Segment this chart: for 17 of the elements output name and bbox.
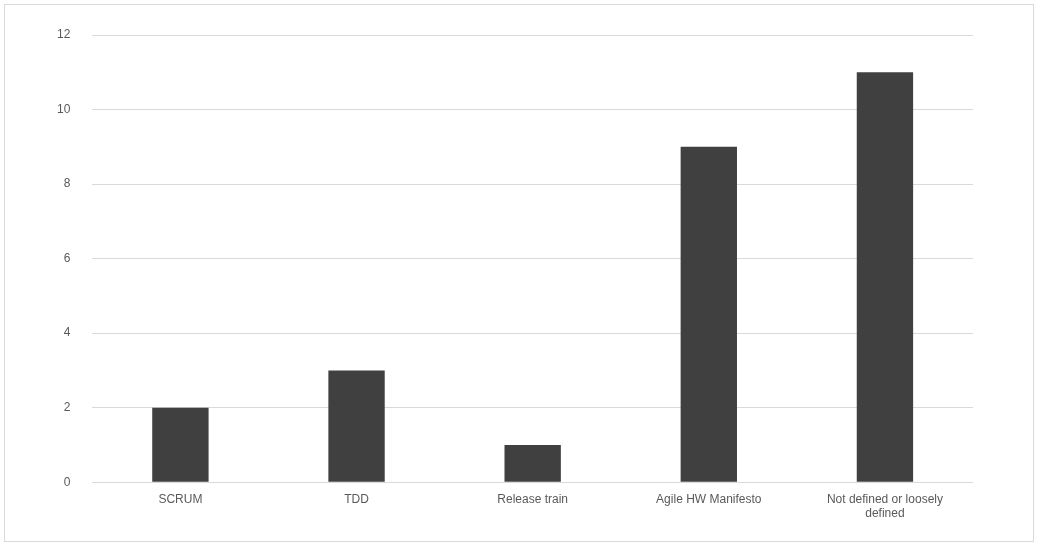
x-tick-label: SCRUM (158, 491, 203, 506)
y-tick-label: 4 (63, 325, 71, 340)
y-tick-label: 12 (56, 27, 71, 42)
y-tick-label: 6 (63, 250, 71, 265)
bar (680, 146, 737, 482)
bar (328, 370, 385, 482)
y-tick-label: 8 (63, 176, 71, 191)
x-tick-label: Not defined or loosely defined (826, 491, 943, 521)
x-tick-label: Agile HW Manifesto (656, 491, 762, 506)
y-tick-label: 10 (56, 101, 71, 116)
x-tick-label: TDD (344, 491, 370, 506)
y-tick-label: 2 (63, 399, 71, 414)
bar (856, 72, 914, 482)
bar (152, 407, 209, 482)
x-tick-label: Release train (497, 491, 569, 506)
y-tick-label: 0 (63, 474, 71, 489)
bar (504, 444, 561, 482)
